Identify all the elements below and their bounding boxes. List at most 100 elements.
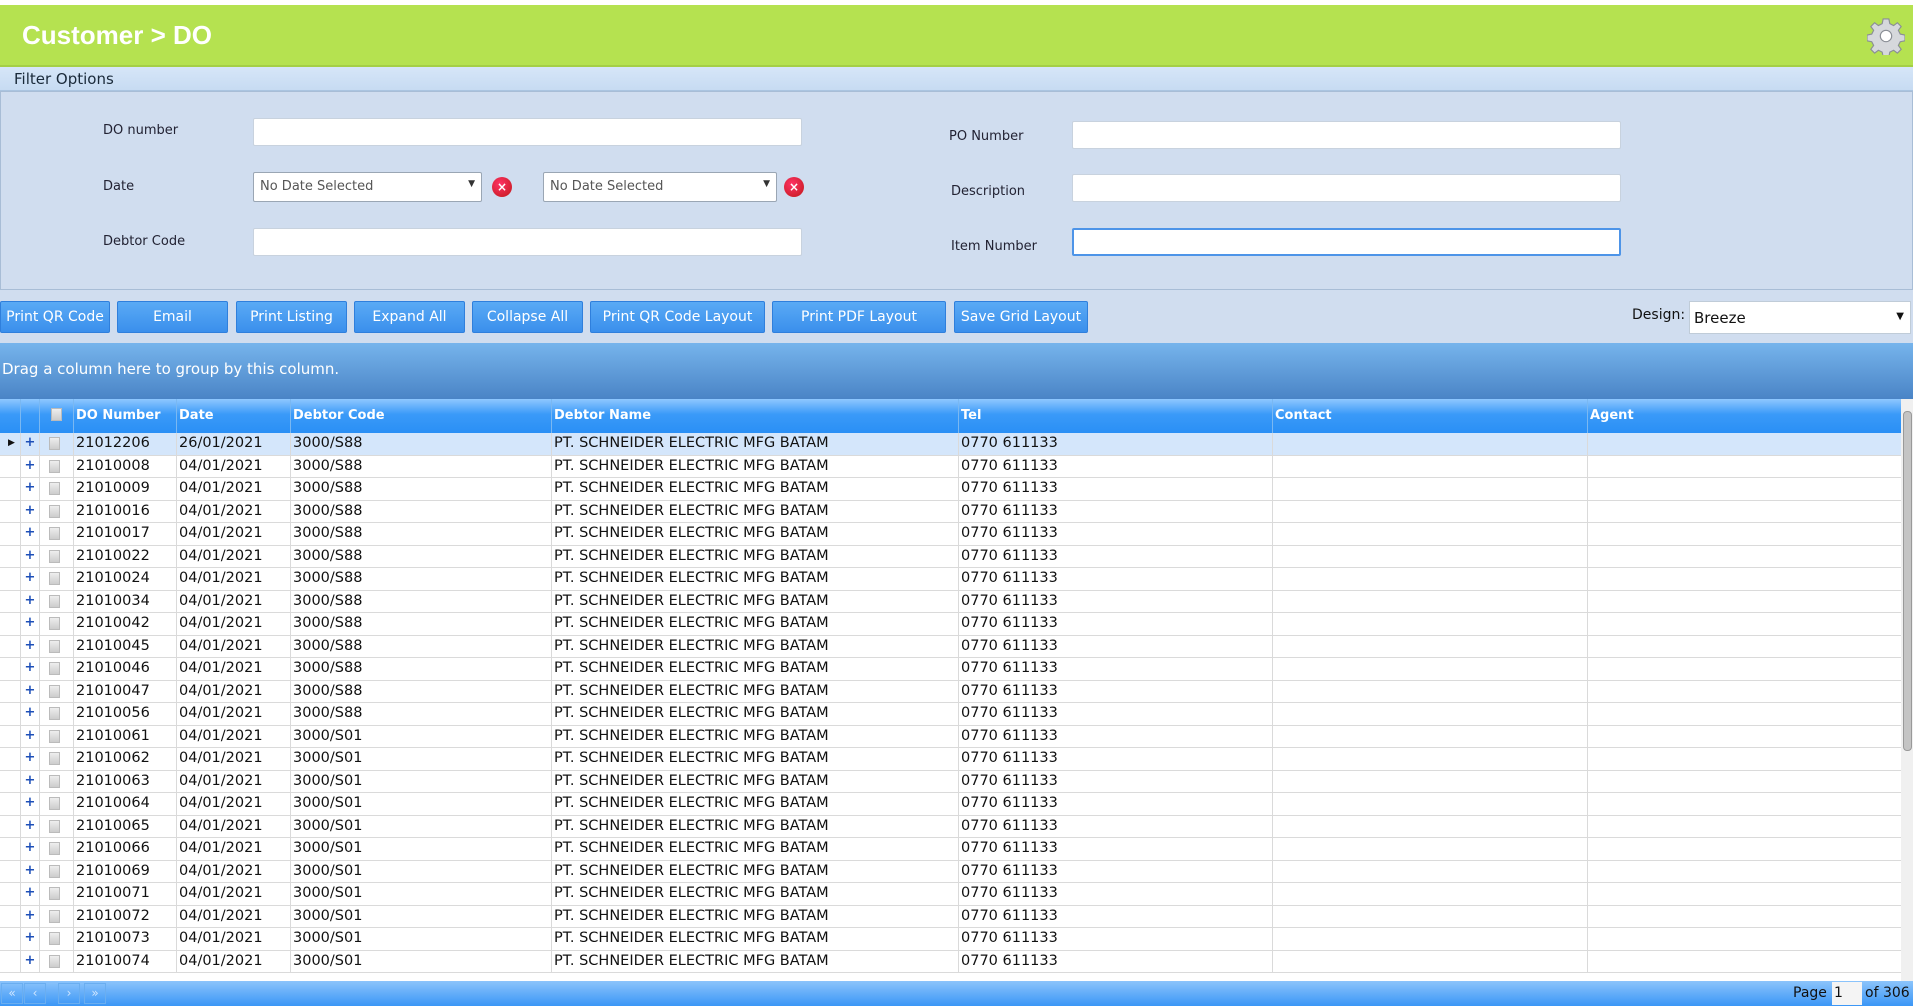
expand-row-icon[interactable]: + (20, 590, 39, 613)
row-checkbox[interactable] (39, 770, 73, 793)
first-page-icon[interactable]: « (1, 983, 23, 1004)
print-qr-code-button[interactable]: Print QR Code (0, 301, 110, 333)
column-header-tel[interactable]: Tel (958, 399, 1272, 433)
design-select[interactable]: Breeze ▼ (1689, 301, 1911, 334)
expand-row-icon[interactable]: + (20, 455, 39, 478)
table-row[interactable]: +21010034 04/01/2021 3000/S88 PT. SCHNEIDER… (0, 590, 1901, 613)
expand-row-icon[interactable]: + (20, 703, 39, 725)
row-checkbox[interactable] (39, 883, 73, 905)
table-row[interactable]: ▶ +21012206 26/01/2021 3000/S88 PT. SCHNEIDE… (0, 433, 1901, 456)
expand-row-icon[interactable]: + (20, 680, 39, 703)
column-header-agent[interactable]: Agent (1587, 399, 1901, 433)
table-row[interactable]: +21010063 04/01/2021 3000/S01 PT. SCHNEIDER… (0, 770, 1901, 793)
expand-row-icon[interactable]: + (20, 950, 39, 973)
table-row[interactable]: +21010074 04/01/2021 3000/S01 PT. SCHNEIDER… (0, 950, 1901, 973)
row-checkbox[interactable] (39, 613, 73, 635)
expand-row-icon[interactable]: + (20, 500, 39, 523)
expand-row-icon[interactable]: + (20, 905, 39, 928)
table-row[interactable]: +21010072 04/01/2021 3000/S01 PT. SCHNEIDER… (0, 905, 1901, 928)
table-row[interactable]: +21010042 04/01/2021 3000/S88 PT. SCHNEIDER… (0, 613, 1901, 636)
expand-row-icon[interactable]: + (20, 478, 39, 500)
row-checkbox[interactable] (39, 928, 73, 950)
column-header-do-number[interactable]: DO Number (73, 399, 176, 433)
expand-row-icon[interactable]: + (20, 613, 39, 635)
table-row[interactable]: +21010065 04/01/2021 3000/S01 PT. SCHNEIDER… (0, 815, 1901, 838)
description-input[interactable] (1072, 174, 1621, 202)
table-row[interactable]: +21010047 04/01/2021 3000/S88 PT. SCHNEIDER… (0, 680, 1901, 703)
row-checkbox[interactable] (39, 545, 73, 568)
last-page-icon[interactable]: » (84, 983, 106, 1004)
next-page-icon[interactable]: › (58, 983, 80, 1004)
table-row[interactable]: +21010017 04/01/2021 3000/S88 PT. SCHNEIDER… (0, 523, 1901, 546)
expand-row-icon[interactable]: + (20, 658, 39, 680)
table-row[interactable]: +21010008 04/01/2021 3000/S88 PT. SCHNEIDER… (0, 455, 1901, 478)
collapse-all-button[interactable]: Collapse All (472, 301, 583, 333)
expand-row-icon[interactable]: + (20, 770, 39, 793)
gear-icon[interactable] (1867, 17, 1905, 55)
column-header-debtor-name[interactable]: Debtor Name (551, 399, 958, 433)
row-checkbox[interactable] (39, 635, 73, 658)
row-checkbox[interactable] (39, 950, 73, 973)
table-row[interactable]: +21010046 04/01/2021 3000/S88 PT. SCHNEIDER… (0, 658, 1901, 681)
column-header-debtor-code[interactable]: Debtor Code (290, 399, 551, 433)
expand-row-icon[interactable]: + (20, 928, 39, 950)
expand-row-icon[interactable]: + (20, 568, 39, 590)
row-checkbox[interactable] (39, 838, 73, 860)
table-row[interactable]: +21010009 04/01/2021 3000/S88 PT. SCHNEIDER… (0, 478, 1901, 501)
expand-row-icon[interactable]: + (20, 635, 39, 658)
table-row[interactable]: +21010071 04/01/2021 3000/S01 PT. SCHNEIDER… (0, 883, 1901, 906)
table-row[interactable]: +21010061 04/01/2021 3000/S01 PT. SCHNEIDER… (0, 725, 1901, 748)
row-checkbox[interactable] (39, 793, 73, 815)
table-row[interactable]: +21010069 04/01/2021 3000/S01 PT. SCHNEIDER… (0, 860, 1901, 883)
expand-row-icon[interactable]: + (20, 793, 39, 815)
table-row[interactable]: +21010016 04/01/2021 3000/S88 PT. SCHNEIDER… (0, 500, 1901, 523)
expand-row-icon[interactable]: + (20, 545, 39, 568)
expand-row-icon[interactable]: + (20, 523, 39, 545)
row-checkbox[interactable] (39, 500, 73, 523)
column-header-contact[interactable]: Contact (1272, 399, 1587, 433)
expand-all-button[interactable]: Expand All (354, 301, 465, 333)
table-row[interactable]: +21010062 04/01/2021 3000/S01 PT. SCHNEIDER… (0, 748, 1901, 771)
row-checkbox[interactable] (39, 680, 73, 703)
do-number-input[interactable] (253, 118, 802, 146)
column-header-date[interactable]: Date (176, 399, 290, 433)
clear-date-to-icon[interactable]: × (784, 177, 804, 197)
table-row[interactable]: +21010066 04/01/2021 3000/S01 PT. SCHNEIDER… (0, 838, 1901, 861)
print-listing-button[interactable]: Print Listing (236, 301, 347, 333)
select-all-checkbox[interactable] (39, 399, 73, 433)
expand-row-icon[interactable]: + (20, 860, 39, 883)
table-row[interactable]: +21010024 04/01/2021 3000/S88 PT. SCHNEIDER… (0, 568, 1901, 591)
po-number-input[interactable] (1072, 121, 1621, 149)
filter-options-header[interactable]: Filter Options (0, 67, 1913, 91)
email-button[interactable]: Email (117, 301, 228, 333)
row-checkbox[interactable] (39, 478, 73, 500)
print-pdf-layout-button[interactable]: Print PDF Layout (772, 301, 946, 333)
row-checkbox[interactable] (39, 703, 73, 725)
row-checkbox[interactable] (39, 905, 73, 928)
scrollbar-thumb[interactable] (1903, 411, 1912, 751)
table-row[interactable]: +21010073 04/01/2021 3000/S01 PT. SCHNEIDER… (0, 928, 1901, 951)
row-checkbox[interactable] (39, 860, 73, 883)
clear-date-from-icon[interactable]: × (492, 177, 512, 197)
table-row[interactable]: +21010045 04/01/2021 3000/S88 PT. SCHNEIDER… (0, 635, 1901, 658)
debtor-code-input[interactable] (253, 228, 802, 256)
print-qr-code-layout-button[interactable]: Print QR Code Layout (590, 301, 765, 333)
row-checkbox[interactable] (39, 748, 73, 770)
date-to-picker[interactable]: No Date Selected ▼ (543, 172, 777, 202)
page-input[interactable]: 1 (1832, 982, 1862, 1005)
table-row[interactable]: +21010022 04/01/2021 3000/S88 PT. SCHNEIDER… (0, 545, 1901, 568)
expand-row-icon[interactable]: + (20, 838, 39, 860)
table-row[interactable]: +21010056 04/01/2021 3000/S88 PT. SCHNEIDER… (0, 703, 1901, 726)
row-checkbox[interactable] (39, 590, 73, 613)
previous-page-icon[interactable]: ‹ (24, 983, 46, 1004)
row-checkbox[interactable] (39, 523, 73, 545)
save-grid-layout-button[interactable]: Save Grid Layout (954, 301, 1088, 333)
row-checkbox[interactable] (39, 725, 73, 748)
expand-row-icon[interactable]: + (20, 883, 39, 905)
row-checkbox[interactable] (39, 433, 73, 455)
row-checkbox[interactable] (39, 658, 73, 680)
expand-row-icon[interactable]: + (20, 748, 39, 770)
expand-row-icon[interactable]: + (20, 725, 39, 748)
table-row[interactable]: +21010064 04/01/2021 3000/S01 PT. SCHNEIDER… (0, 793, 1901, 816)
group-by-panel[interactable]: Drag a column here to group by this colu… (0, 343, 1913, 399)
